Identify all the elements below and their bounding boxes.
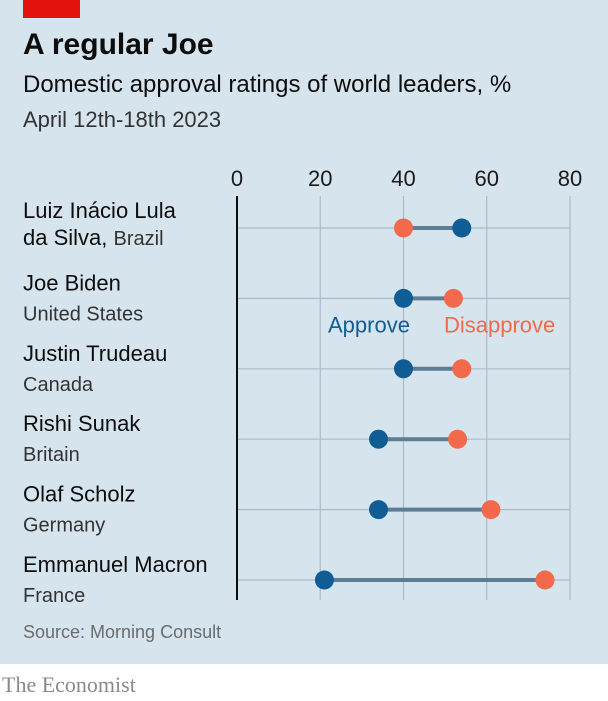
leader-name: Joe Biden xyxy=(23,270,121,295)
source-note: Source: Morning Consult xyxy=(23,622,222,642)
x-tick-label-0: 0 xyxy=(231,166,243,191)
disapprove-point xyxy=(452,359,472,379)
legend-approve: Approve xyxy=(328,312,410,337)
leader-country: Britain xyxy=(23,444,80,466)
economist-logo-text: The Economist xyxy=(2,672,136,697)
leader-name: Luiz Inácio Lula xyxy=(23,198,177,223)
leader-country: Canada xyxy=(23,374,94,396)
leader-name: Justin Trudeau xyxy=(23,341,167,366)
approve-point xyxy=(369,429,389,449)
disapprove-point xyxy=(443,288,463,308)
date-range: April 12th-18th 2023 xyxy=(23,107,222,132)
leader-country: France xyxy=(23,585,85,607)
leader-name: Rishi Sunak xyxy=(23,411,141,436)
x-tick-label-80: 80 xyxy=(558,166,582,191)
x-tick-label-60: 60 xyxy=(475,166,499,191)
leader-name-line2: da Silva, Brazil xyxy=(23,225,164,250)
chart-subtitle: Domestic approval ratings of world leade… xyxy=(23,71,512,98)
disapprove-point xyxy=(481,500,501,520)
approve-point xyxy=(369,500,389,520)
disapprove-point xyxy=(535,570,555,590)
x-tick-label-40: 40 xyxy=(391,166,415,191)
leader-country: Brazil xyxy=(114,228,164,250)
chart-title: A regular Joe xyxy=(23,28,214,61)
legend-disapprove: Disapprove xyxy=(444,312,555,337)
leader-country: Germany xyxy=(23,515,105,537)
approve-point xyxy=(452,218,472,238)
brand-red-tag xyxy=(23,0,80,18)
leader-name: Olaf Scholz xyxy=(23,482,136,507)
leader-country: United States xyxy=(23,303,143,325)
x-tick-label-20: 20 xyxy=(308,166,332,191)
approve-point xyxy=(314,570,334,590)
leader-name: Emmanuel Macron xyxy=(23,552,208,577)
approve-point xyxy=(394,359,413,379)
approve-point xyxy=(394,288,413,308)
disapprove-point xyxy=(394,218,413,238)
chart-panel xyxy=(0,0,608,664)
disapprove-point xyxy=(448,429,468,449)
